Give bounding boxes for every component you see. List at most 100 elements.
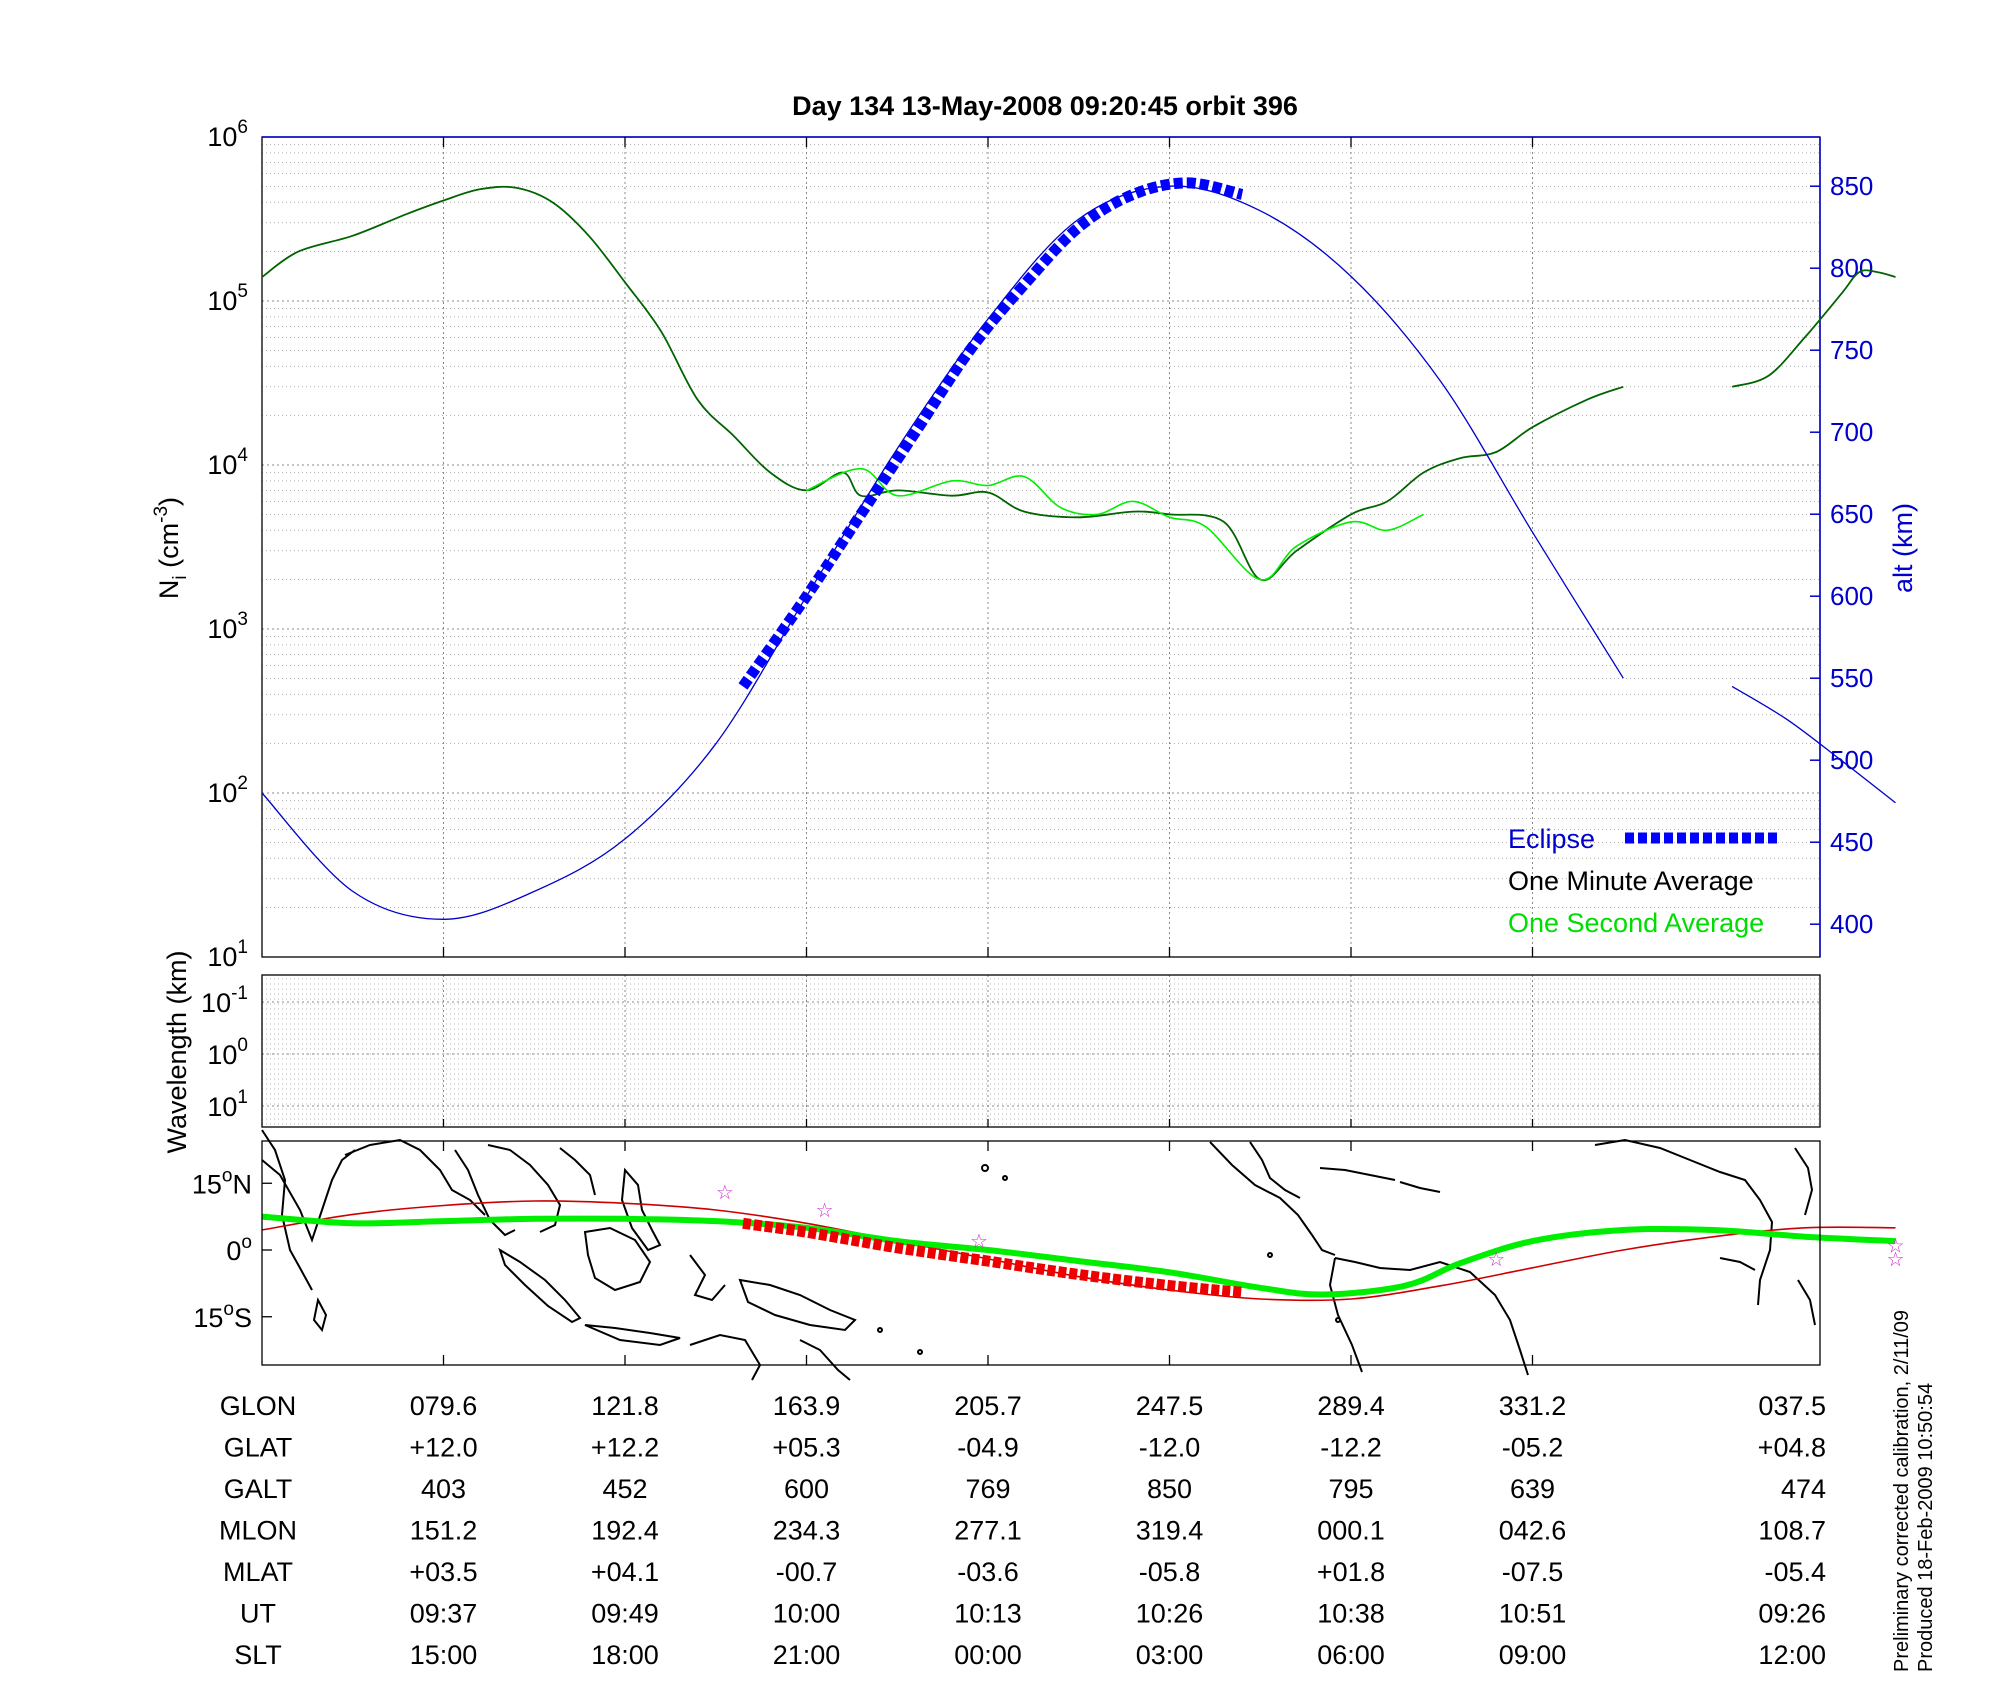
table-cell: 850 [1147,1474,1192,1504]
table-row-label: MLAT [223,1557,293,1587]
y-tick-label: 103 [207,609,248,644]
table-cell: 10:51 [1499,1599,1567,1629]
table-cell: 06:00 [1317,1640,1385,1670]
table-cell: -04.9 [957,1433,1019,1463]
table-row-label: GLON [220,1391,297,1421]
table-cell: 09:49 [591,1599,659,1629]
wavelength-tick-label: 10-1 [201,983,248,1018]
table-row-label: UT [240,1599,276,1629]
table-cell: 331.2 [1499,1391,1567,1421]
altitude-series [261,185,1624,920]
y-tick-label: 101 [207,937,248,972]
table-cell: 10:13 [954,1599,1022,1629]
minute-average-series [1731,269,1896,388]
table-cell: 192.4 [591,1516,659,1546]
star-icon: ☆ [716,1182,734,1204]
table-cell: 10:26 [1136,1599,1204,1629]
alt-tick-label: 500 [1830,745,1873,775]
table-cell: 15:00 [410,1640,478,1670]
produced-timestamp: Produced 18-Feb-2009 10:50:54 [1915,1383,1937,1672]
legend-eclipse-label: Eclipse [1508,824,1595,854]
table-row-label: SLT [234,1640,282,1670]
table-cell: 452 [602,1474,647,1504]
alt-tick-label: 550 [1830,663,1873,693]
y-tick-label: 106 [207,117,248,152]
table-cell: +05.3 [772,1433,840,1463]
second-average-series [806,467,1424,581]
orbit-info-table: GLON GLAT GALT MLON MLAT UT SLT 079.6 +12.0 403 15… [219,1391,1826,1670]
table-row-label: MLON [219,1516,297,1546]
alt-tick-label: 750 [1830,335,1873,365]
magnetic-equator-line [261,1200,1896,1302]
table-cell: 042.6 [1499,1516,1567,1546]
table-cell: 403 [421,1474,466,1504]
table-cell: 600 [784,1474,829,1504]
table-cell: 247.5 [1136,1391,1204,1421]
wavelength-tick-label: 101 [207,1087,248,1122]
star-icon: ☆ [1887,1249,1905,1271]
wavelength-tick-label: 100 [207,1035,248,1070]
table-row-label: GALT [224,1474,293,1504]
table-cell: -12.2 [1320,1433,1382,1463]
map-frame [261,1140,1821,1366]
table-cell: +01.8 [1317,1557,1385,1587]
table-cell: 121.8 [591,1391,659,1421]
table-cell: -05.8 [1139,1557,1201,1587]
chart-title: Day 134 13-May-2008 09:20:45 orbit 396 [792,91,1298,121]
table-cell: 09:26 [1758,1599,1826,1629]
lat-tick-label: 15oN [192,1165,252,1199]
alt-tick-label: 850 [1830,171,1873,201]
table-cell: +04.1 [591,1557,659,1587]
table-cell: 234.3 [773,1516,841,1546]
minute-average-series [261,185,1624,582]
altitude-series [1731,685,1896,804]
table-cell: 205.7 [954,1391,1022,1421]
table-cell: +04.8 [1758,1433,1826,1463]
table-cell: +03.5 [409,1557,477,1587]
legend: Eclipse One Minute Average One Second Av… [1508,824,1780,938]
alt-tick-label: 650 [1830,499,1873,529]
alt-tick-label: 400 [1830,909,1873,939]
y-tick-label: 105 [207,281,248,316]
map-eclipse-segment [742,1217,1243,1298]
y-tick-label: 102 [207,773,248,808]
coastlines [261,1129,1816,1381]
legend-second-label: One Second Average [1508,908,1764,938]
table-cell: 09:00 [1499,1640,1567,1670]
table-cell: 795 [1328,1474,1373,1504]
table-cell: 21:00 [773,1640,841,1670]
table-cell: 151.2 [410,1516,478,1546]
alt-tick-label: 700 [1830,417,1873,447]
wavelength-plot-frame [261,974,1821,1128]
star-icon: ☆ [1487,1249,1505,1271]
table-cell: 10:00 [773,1599,841,1629]
table-cell: 18:00 [591,1640,659,1670]
alt-tick-label: 800 [1830,253,1873,283]
star-icon: ☆ [1887,1236,1905,1258]
table-cell: 289.4 [1317,1391,1385,1421]
ground-track-line [261,1213,1896,1298]
lat-tick-label: 0o [226,1232,252,1266]
table-cell: -05.2 [1502,1433,1564,1463]
table-cell: +12.0 [409,1433,477,1463]
table-cell: 000.1 [1317,1516,1385,1546]
table-cell: 277.1 [954,1516,1022,1546]
table-cell: 319.4 [1136,1516,1204,1546]
table-cell: 769 [965,1474,1010,1504]
table-cell: -03.6 [957,1557,1019,1587]
table-cell: 079.6 [410,1391,478,1421]
legend-minute-label: One Minute Average [1508,866,1754,896]
density-panel: 106 105 104 103 102 101 850 800 750 700 650 600 550… [151,117,1918,972]
table-cell: 163.9 [773,1391,841,1421]
star-icon: ☆ [816,1200,834,1222]
table-cell: 639 [1510,1474,1555,1504]
alt-tick-label: 450 [1830,827,1873,857]
table-cell: 108.7 [1758,1516,1826,1546]
table-cell: 10:38 [1317,1599,1385,1629]
table-cell: -00.7 [776,1557,838,1587]
alt-tick-label: 600 [1830,581,1873,611]
altitude-axis-label: alt (km) [1888,503,1918,593]
table-cell: -12.0 [1139,1433,1201,1463]
